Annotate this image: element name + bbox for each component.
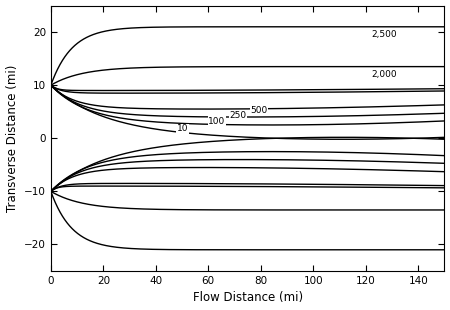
- Y-axis label: Transverse Distance (mi): Transverse Distance (mi): [5, 64, 18, 212]
- Text: 2,000: 2,000: [371, 70, 396, 79]
- Text: 500: 500: [250, 106, 267, 115]
- Text: 100: 100: [208, 117, 225, 126]
- Bar: [47, 77, 51, 93]
- X-axis label: Flow Distance (mi): Flow Distance (mi): [193, 291, 303, 304]
- Bar: [47, 184, 51, 199]
- Text: 2,500: 2,500: [371, 30, 396, 39]
- Bar: [47, 184, 51, 199]
- Text: 10: 10: [177, 124, 188, 133]
- Text: 250: 250: [230, 111, 247, 120]
- Bar: [47, 77, 51, 93]
